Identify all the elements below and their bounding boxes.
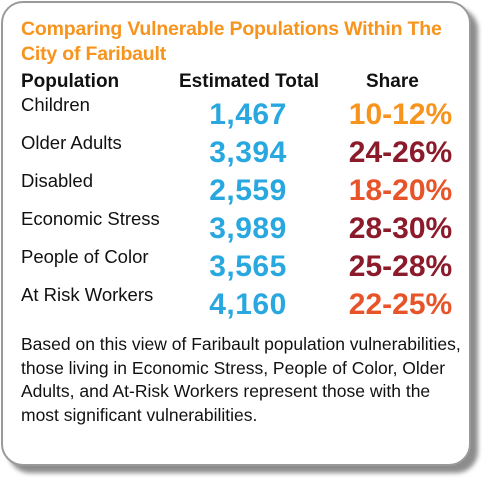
header-share: Share [366,71,419,92]
table-row: At Risk Workers 4,160 22-25% [3,284,473,322]
estimated-total: 2,559 [209,174,287,207]
population-name: Disabled [21,170,93,191]
estimated-total: 1,467 [209,98,287,131]
population-name: People of Color [21,246,149,267]
table-row: People of Color 3,565 25-28% [3,246,473,284]
estimated-total: 3,989 [209,212,287,245]
estimated-total: 3,565 [209,250,287,283]
info-card: Comparing Vulnerable Populations Within … [1,1,471,466]
share-range: 18-20% [348,174,453,207]
table-row: Children 1,467 10-12% [3,94,473,132]
share-range: 25-28% [348,250,453,283]
share-range: 22-25% [348,288,453,321]
population-name: At Risk Workers [21,284,154,305]
header-population: Population [21,71,120,92]
table-row: Older Adults 3,394 24-26% [3,132,473,170]
summary-text: Based on this view of Faribault populati… [21,334,461,425]
share-range: 28-30% [348,212,453,245]
card-title: Comparing Vulnerable Populations Within … [21,18,442,65]
share-range: 10-12% [348,98,453,131]
share-range: 24-26% [348,136,453,169]
table-row: Disabled 2,559 18-20% [3,170,473,208]
header-estimated-total: Estimated Total [179,71,320,92]
estimated-total: 3,394 [209,136,287,169]
population-name: Economic Stress [21,208,160,229]
population-name: Older Adults [21,132,122,153]
population-name: Children [21,94,90,115]
estimated-total: 4,160 [209,288,287,321]
table-row: Economic Stress 3,989 28-30% [3,208,473,246]
